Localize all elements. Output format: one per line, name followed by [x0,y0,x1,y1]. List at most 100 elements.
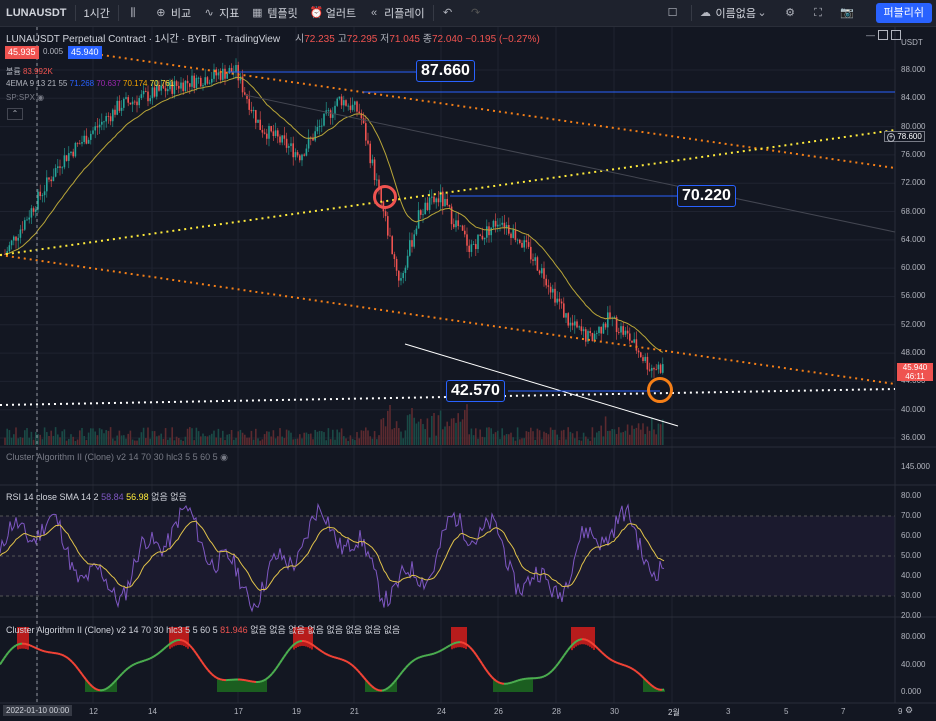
volume-bar [272,430,275,445]
volume-bar [481,436,484,445]
volume-bar [116,435,118,445]
cluster-oversold-bar [503,683,505,692]
candle-body [481,235,484,240]
candle-body [508,225,510,234]
cluster-segment [103,687,107,691]
volume-bar [549,427,552,445]
candle-body [92,130,94,134]
annotation-70220[interactable]: 70.220 [677,185,736,207]
restore-icon[interactable] [878,30,888,40]
candle-body [431,196,433,198]
cluster-segment [489,674,493,678]
bid-price[interactable]: 45.935 [5,46,39,59]
cluster-segment [353,665,357,670]
maximize-icon[interactable] [891,30,901,40]
cluster-segment [383,688,387,692]
ema-value-2: 70.637 [96,79,121,88]
snapshot-button[interactable]: 📷 [834,0,862,26]
volume-bar [94,431,96,445]
annotation-87660[interactable]: 87.660 [416,60,475,82]
publish-button[interactable]: 퍼블리쉬 [875,3,932,23]
cluster-segment [391,681,395,686]
candle-body [290,143,292,147]
volume-bar [657,423,660,445]
cluster-segment [3,654,7,659]
undo-button[interactable]: ↶ [436,0,464,26]
alert-button[interactable]: ⏰ 얼러트 [304,0,362,26]
change-value: −0.195 (−0.27%) [465,34,540,45]
volume-bar [39,434,41,445]
yellow-trendline[interactable] [0,129,896,256]
candle-body [435,198,437,203]
chart-type-button[interactable]: ⫼ [121,0,149,26]
indicators-button[interactable]: ∿ 지표 [197,0,245,26]
fullscreen-toggle[interactable]: ☐ [661,0,689,26]
interval-button[interactable]: 1시간 [78,0,116,26]
candle-body [127,97,129,103]
cluster-segment [607,656,611,660]
white-support-line[interactable] [0,388,896,406]
volume-bar [488,427,490,445]
volume-bar [197,431,200,445]
cluster-segment [211,673,215,677]
current-price-label[interactable]: 45.940 46:11 [897,363,933,381]
cluster-segment [385,687,389,691]
candle-body [206,77,209,84]
fullscreen-button[interactable]: ⛶ [806,0,834,26]
grey-trendline[interactable] [244,94,896,233]
volume-bar [182,440,184,445]
candle-body [246,94,248,100]
price-tick: 80.000 [901,121,926,131]
symbol-button[interactable]: LUNAUSDT [0,0,73,26]
volume-bar [514,440,517,445]
price-tick: 36.000 [901,433,926,442]
candles [4,58,664,378]
cluster-segment [197,655,201,660]
candle-body [43,191,46,196]
annotation-42570[interactable]: 42.570 [446,380,505,402]
cluster-oversold-bar [515,681,517,692]
candle-body [422,214,424,216]
candle-body [153,87,156,97]
eye-icon[interactable]: ◉ [220,452,228,462]
cluster-segment [397,674,401,678]
minus-icon[interactable]: — [866,30,875,40]
eye-icon[interactable]: ◉ [37,93,45,102]
price-marker[interactable]: + 78.600 [884,131,925,142]
volume-bar [305,432,308,445]
ask-price[interactable]: 45.940 [68,46,102,59]
compare-button[interactable]: ⊕ 비교 [149,0,197,26]
candle-body [241,76,244,93]
replay-button[interactable]: « 리플레이 [362,0,430,26]
volume-bar [543,431,545,445]
cluster-segment [399,671,403,676]
candle-body [367,140,369,144]
orange-circle-marker[interactable] [647,377,673,403]
cluster-oversold-bar [663,689,665,692]
cluster-oversold-bar [527,678,529,692]
candle-body [620,326,622,333]
layout-button[interactable]: ☁ 이름없음 ⌄ [694,0,778,26]
redo-button[interactable]: ↷ [464,0,492,26]
collapse-legend-button[interactable]: ⌃ [7,108,23,120]
main-chart[interactable] [0,27,936,721]
cluster-oversold-bar [391,684,393,692]
candle-body [499,224,501,226]
white-channel-line[interactable] [404,343,679,427]
orange-trendline-bottom[interactable] [0,254,896,385]
templates-button[interactable]: ▦ 템플릿 [245,0,303,26]
candle-body [169,81,171,90]
axis-settings-button[interactable]: ⚙ [905,705,913,716]
rsi-tick: 20.00 [901,611,922,620]
settings-button[interactable]: ⚙ [778,0,806,26]
candle-body [541,268,543,274]
cluster-oversold-bar [661,689,663,692]
candle-body [257,119,259,123]
volume-bar [41,439,44,445]
cluster-segment [29,644,33,648]
volume-bar [316,431,319,445]
red-circle-marker[interactable] [373,185,397,209]
candle-body [292,143,294,158]
volume-bar [351,438,354,445]
volume-bar [109,427,112,445]
